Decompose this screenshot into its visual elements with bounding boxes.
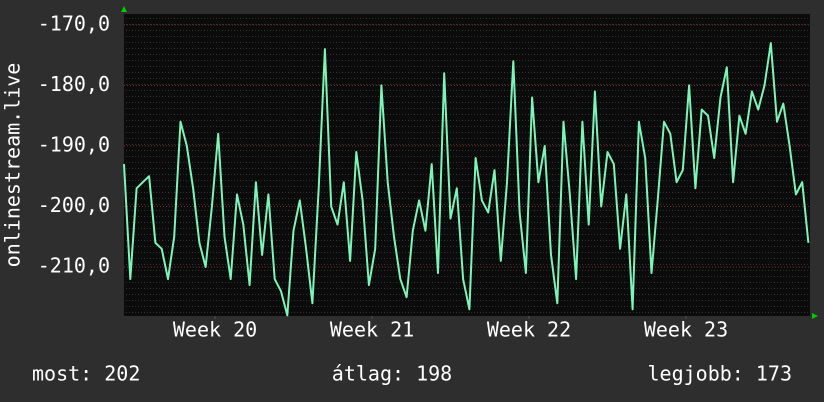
x-tick-label: Week 20 (173, 318, 257, 342)
axis-arrow (121, 6, 127, 12)
x-tick-label: Week 23 (644, 318, 728, 342)
y-axis-title: onlinestream.live (1, 63, 25, 268)
footer-average: átlag: 198 (332, 362, 452, 386)
y-tick-label: -200,0 (38, 193, 110, 217)
footer-best: legjobb: 173 (648, 362, 793, 386)
y-tick-label: -180,0 (38, 72, 110, 96)
y-tick-label: -190,0 (38, 132, 110, 156)
y-tick-label: -170,0 (38, 11, 110, 35)
y-tick-label: -210,0 (38, 253, 110, 277)
data-line (123, 42, 810, 317)
plot-area (124, 14, 810, 316)
axis-arrow (812, 313, 818, 319)
footer-current: most: 202 (32, 362, 140, 386)
x-tick-label: Week 21 (330, 318, 414, 342)
x-tick-label: Week 22 (487, 318, 571, 342)
